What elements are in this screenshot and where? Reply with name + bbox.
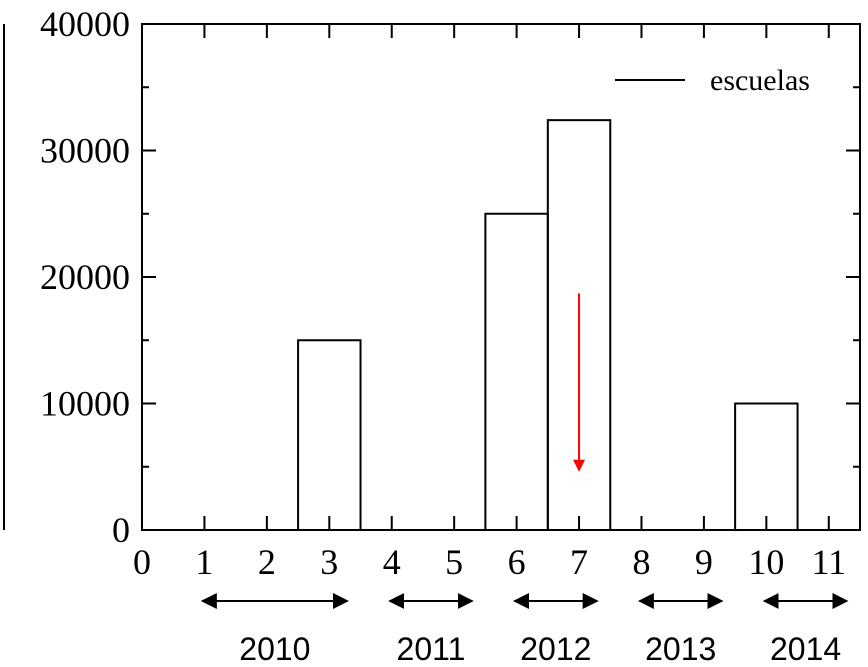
- histogram-bar: [546, 119, 612, 531]
- x-tick-label: 7: [570, 542, 588, 582]
- year-range-label: 2010: [239, 631, 310, 667]
- year-range-label: 2012: [520, 631, 591, 667]
- histogram-bar: [734, 402, 799, 531]
- year-range-label: 2013: [645, 631, 716, 667]
- legend: escuelas: [615, 64, 810, 97]
- x-tick-label: 10: [748, 542, 784, 582]
- histogram-bar: [484, 212, 549, 531]
- legend-label: escuelas: [710, 64, 810, 97]
- y-tick-label: 20000: [40, 257, 130, 297]
- x-tick-label: 11: [811, 542, 846, 582]
- x-tick-label: 0: [133, 542, 151, 582]
- y-tick-label: 10000: [40, 384, 130, 424]
- year-range-label: 2011: [397, 631, 466, 667]
- y-tick-label: 30000: [40, 131, 130, 171]
- x-tick-label: 2: [258, 542, 276, 582]
- x-tick-label: 8: [632, 542, 650, 582]
- x-tick-label: 5: [445, 542, 463, 582]
- x-tick-label: 1: [195, 542, 213, 582]
- y-tick-label: 0: [112, 510, 130, 550]
- y-tick-label: 40000: [40, 4, 130, 44]
- x-tick-label: 9: [695, 542, 713, 582]
- histogram-bars: [297, 119, 799, 531]
- year-range-label: 2014: [770, 631, 841, 667]
- plot-frame: [141, 23, 861, 531]
- y-axis-ticks: 0 10000 20000 30000 40000: [40, 4, 860, 550]
- x-tick-label: 4: [383, 542, 401, 582]
- x-tick-label: 6: [508, 542, 526, 582]
- year-range-annotations: 2010 2011 2012 2013 2014: [200, 593, 849, 667]
- histogram-bar: [297, 339, 362, 531]
- x-axis-ticks: 0 1 2 3 4 5 6 7 8 9 10 11: [133, 24, 846, 582]
- x-tick-label: 3: [320, 542, 338, 582]
